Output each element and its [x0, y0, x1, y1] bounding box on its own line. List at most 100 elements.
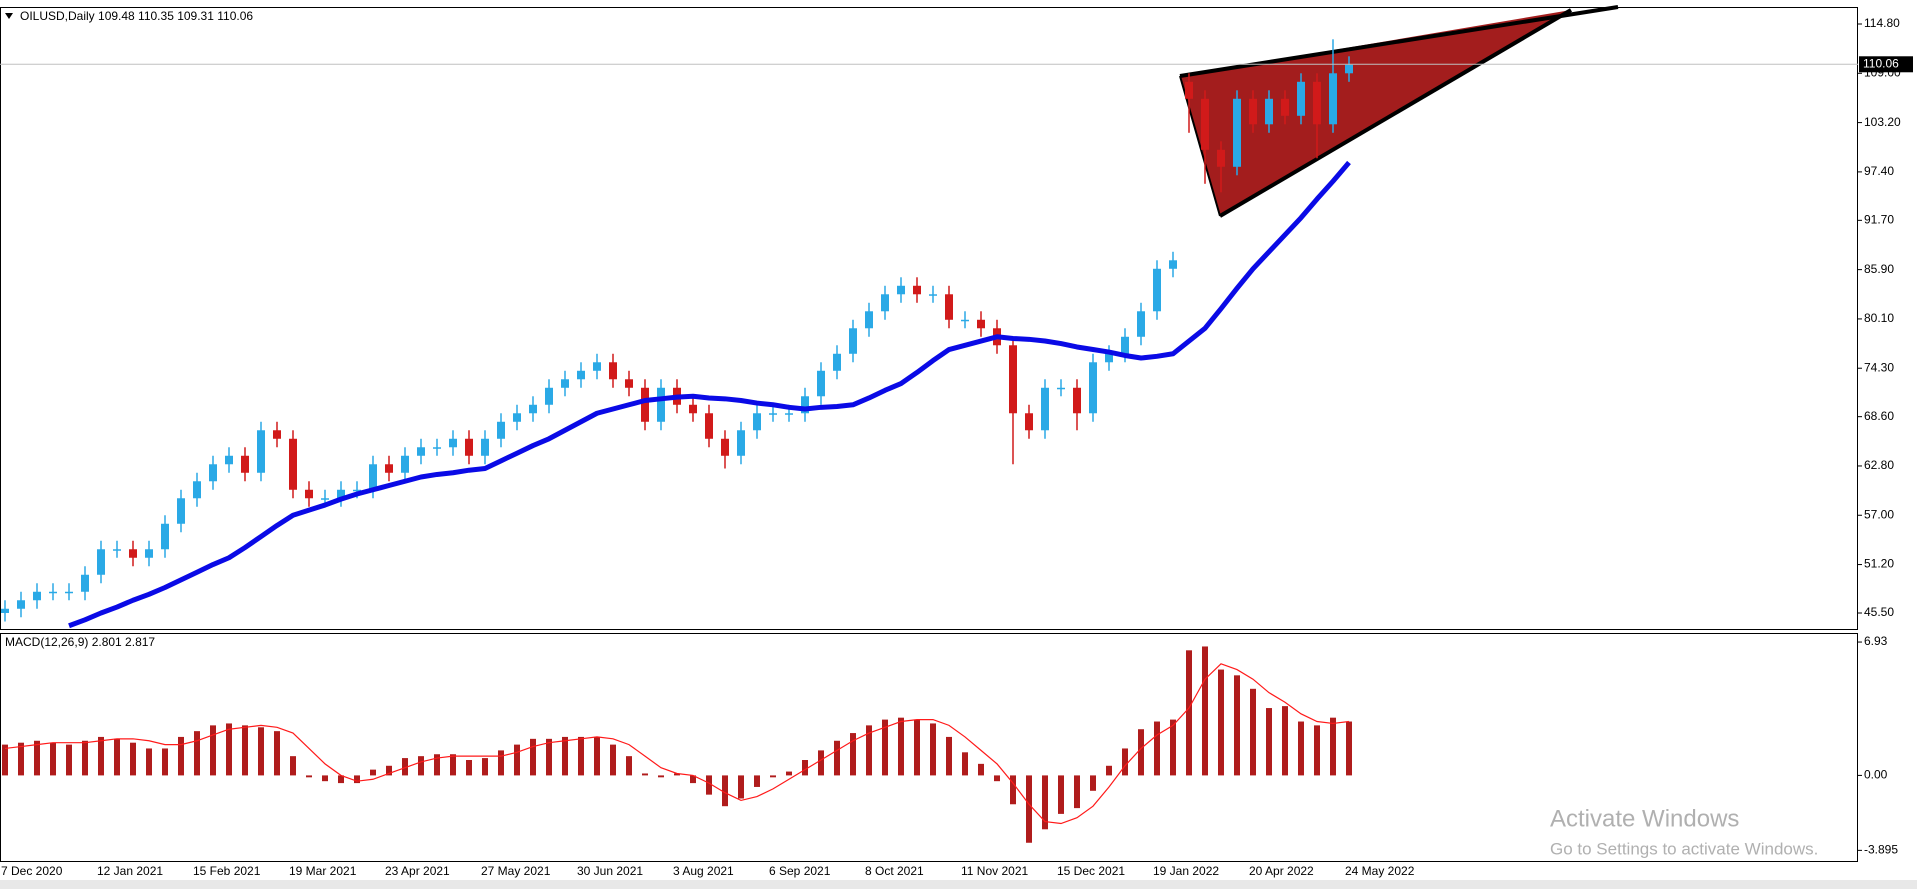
macd-bar — [706, 775, 712, 795]
macd-bar — [882, 719, 888, 776]
macd-bar — [130, 742, 136, 776]
candle-body — [561, 379, 569, 388]
macd-bar — [1042, 775, 1048, 830]
candle-body — [1329, 73, 1337, 125]
macd-bar — [610, 744, 616, 776]
macd-bar — [434, 754, 440, 776]
macd-bar — [162, 748, 168, 776]
macd-bar — [1218, 669, 1224, 776]
macd-bar — [178, 736, 184, 776]
candle-body — [1297, 81, 1305, 116]
macd-bar — [1346, 721, 1352, 776]
y-tick-label: 85.90 — [1864, 262, 1894, 276]
macd-bar — [1026, 775, 1032, 843]
signal-line — [4, 663, 1350, 825]
candle-body — [865, 311, 873, 329]
x-tick-label: 12 Jan 2021 — [97, 864, 163, 878]
candle-body — [545, 387, 553, 405]
candle-body — [977, 319, 985, 329]
macd-bar — [290, 756, 296, 776]
watermark-subtitle: Go to Settings to activate Windows. — [1550, 839, 1818, 858]
macd-bar — [930, 723, 936, 776]
x-tick-label: 30 Jun 2021 — [577, 864, 643, 878]
macd-bar — [914, 719, 920, 776]
macd-bar — [386, 765, 392, 776]
candle-body — [513, 413, 521, 422]
y-tick-label: -3.895 — [1864, 843, 1898, 857]
y-tick-label: 114.80 — [1864, 16, 1900, 30]
candle-body — [401, 455, 409, 473]
moving-average — [68, 160, 1351, 629]
macd-bar — [98, 736, 104, 776]
x-tick-label: 15 Dec 2021 — [1057, 864, 1125, 878]
x-tick-label: 19 Mar 2021 — [289, 864, 357, 878]
candle-body — [577, 370, 585, 380]
macd-bar — [1122, 748, 1128, 776]
macd-bar — [690, 775, 696, 784]
candle-body — [689, 404, 697, 414]
y-tick-label: 57.00 — [1864, 507, 1894, 521]
y-tick-label: 74.30 — [1864, 360, 1894, 374]
macd-bar — [738, 775, 744, 799]
candle-body — [801, 396, 809, 414]
macd-bar — [562, 736, 568, 776]
macd-bar — [1074, 775, 1080, 809]
candle-body — [1121, 336, 1129, 354]
collapse-icon — [5, 13, 13, 19]
macd-bar — [1138, 729, 1144, 776]
candle-body — [17, 600, 25, 609]
wedge-edge — [1179, 75, 1221, 217]
macd-bar — [802, 760, 808, 776]
candle-body — [1073, 387, 1081, 414]
candle-body — [193, 481, 201, 499]
y-tick-label: 62.80 — [1864, 458, 1894, 472]
macd-bar — [1154, 721, 1160, 776]
macd-bar — [482, 758, 488, 776]
macd-bar — [402, 758, 408, 776]
candle-body — [929, 294, 937, 296]
y-tick-label: 80.10 — [1864, 311, 1894, 325]
candle-body — [305, 489, 313, 499]
macd-bar — [2, 744, 8, 776]
macd-bar — [274, 731, 280, 776]
macd-bar — [994, 775, 1000, 782]
macd-bar — [594, 736, 600, 776]
macd-bar — [770, 775, 776, 778]
macd-bar — [1058, 775, 1064, 814]
candle-body — [81, 574, 89, 592]
candle-body — [849, 328, 857, 354]
y-tick-label: 6.93 — [1864, 634, 1888, 648]
macd-bar — [226, 723, 232, 776]
candle-body — [1313, 81, 1321, 125]
candle-body — [97, 549, 105, 575]
macd-bar — [514, 744, 520, 776]
candle-body — [1137, 311, 1145, 337]
candle-body — [33, 591, 41, 601]
candle-body — [641, 387, 649, 422]
candle-body — [1233, 98, 1241, 167]
x-tick-label: 3 Aug 2021 — [673, 864, 734, 878]
macd-bar — [242, 725, 248, 776]
candle-body — [321, 498, 329, 500]
candle-body — [897, 285, 905, 295]
price-panel-frame — [0, 7, 1858, 630]
candle-body — [353, 489, 361, 492]
candle-body — [1, 608, 9, 614]
macd-bar — [1250, 688, 1256, 776]
candle-body — [1153, 268, 1161, 312]
candle-body — [1089, 362, 1097, 414]
candle-body — [129, 549, 137, 558]
y-tick-label: 0.00 — [1864, 768, 1888, 782]
candle-body — [289, 438, 297, 490]
candle-body — [369, 464, 377, 490]
candle-body — [1105, 353, 1113, 363]
tab-strip — [0, 880, 1917, 889]
candle-body — [1009, 345, 1017, 414]
macd-bar — [450, 754, 456, 776]
macd-bar — [850, 733, 856, 776]
candle-body — [449, 438, 457, 448]
candle-body — [225, 455, 233, 465]
candle-body — [657, 387, 665, 422]
macd-bar — [82, 740, 88, 776]
x-tick-label: 23 Apr 2021 — [385, 864, 450, 878]
